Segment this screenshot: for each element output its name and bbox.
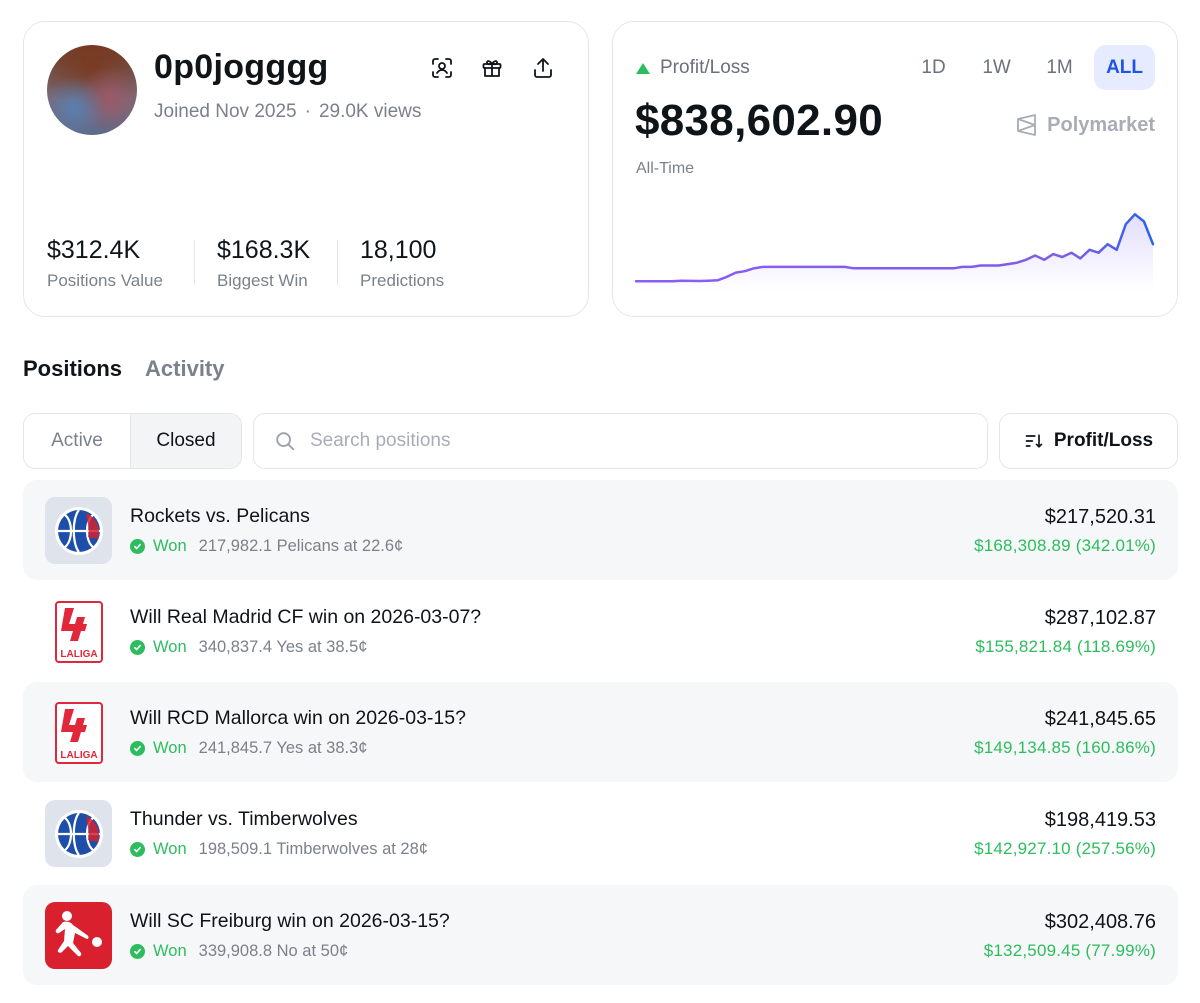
status-filter: Active Closed bbox=[23, 413, 242, 469]
position-profit: $142,927.10 (257.56%) bbox=[974, 839, 1156, 858]
stat-value: 18,100 bbox=[360, 236, 437, 264]
position-meta: Won 340,837.4 Yes at 38.5¢ bbox=[130, 638, 367, 657]
sort-icon bbox=[1025, 434, 1043, 448]
pnl-header: Profit/Loss bbox=[636, 57, 750, 79]
stat-label: Biggest Win bbox=[217, 271, 308, 290]
filter-closed[interactable]: Closed bbox=[130, 414, 241, 468]
range-1m[interactable]: 1M bbox=[1046, 56, 1073, 78]
sort-label: Profit/Loss bbox=[1053, 430, 1154, 451]
position-detail: 339,908.8 No at 50¢ bbox=[198, 942, 349, 960]
position-row[interactable]: Thunder vs. Timberwolves Won 198,509.1 T… bbox=[23, 783, 1178, 883]
search-input[interactable] bbox=[310, 430, 950, 452]
position-detail: 217,982.1 Pelicans at 22.6¢ bbox=[198, 537, 404, 555]
face-scan-icon[interactable] bbox=[428, 54, 456, 82]
status-badge: Won bbox=[153, 942, 187, 960]
check-circle-icon bbox=[130, 842, 145, 857]
avatar[interactable] bbox=[47, 45, 137, 135]
search-box bbox=[253, 413, 988, 469]
stat-predictions: 18,100 Predictions bbox=[360, 236, 444, 291]
status-badge: Won bbox=[153, 638, 187, 656]
range-1w[interactable]: 1W bbox=[982, 56, 1011, 78]
view-count: 29.0K views bbox=[318, 101, 422, 122]
position-profit: $168,308.89 (342.01%) bbox=[974, 536, 1156, 555]
profile-meta: Joined Nov 2025 · 29.0K views bbox=[154, 101, 421, 123]
range-all[interactable]: ALL bbox=[1094, 45, 1155, 90]
position-meta: Won 198,509.1 Timberwolves at 28¢ bbox=[130, 840, 428, 859]
pnl-period: All-Time bbox=[636, 160, 695, 177]
position-title: Will Real Madrid CF win on 2026-03-07? bbox=[130, 606, 482, 628]
position-meta: Won 241,845.7 Yes at 38.3¢ bbox=[130, 739, 367, 758]
gift-icon[interactable] bbox=[478, 54, 506, 82]
position-detail: 241,845.7 Yes at 38.3¢ bbox=[198, 739, 368, 757]
stat-divider bbox=[194, 240, 195, 285]
check-circle-icon bbox=[130, 944, 145, 959]
status-badge: Won bbox=[153, 739, 187, 757]
pnl-label: Profit/Loss bbox=[660, 57, 750, 78]
pnl-card: Profit/Loss 1D 1W 1M ALL $838,602.90 Pol… bbox=[612, 21, 1178, 317]
position-value: $302,408.76 bbox=[1044, 911, 1156, 933]
position-title: Rockets vs. Pelicans bbox=[130, 505, 310, 527]
triangle-up-icon bbox=[636, 62, 650, 74]
check-circle-icon bbox=[130, 539, 145, 554]
stat-positions-value: $312.4K Positions Value bbox=[47, 236, 163, 291]
search-icon bbox=[276, 432, 295, 451]
stat-label: Positions Value bbox=[47, 271, 163, 290]
position-value: $241,845.65 bbox=[1044, 708, 1156, 730]
stat-biggest-win: $168.3K Biggest Win bbox=[217, 236, 310, 291]
stat-divider bbox=[337, 240, 338, 285]
meta-separator: · bbox=[304, 101, 311, 122]
position-detail: 340,837.4 Yes at 38.5¢ bbox=[198, 638, 368, 656]
bundesliga-logo bbox=[45, 902, 112, 969]
range-selector: 1D 1W 1M ALL bbox=[905, 45, 1155, 90]
position-row[interactable]: LALIGA Will Real Madrid CF win on 2026-0… bbox=[23, 581, 1178, 681]
position-profit: $149,134.85 (160.86%) bbox=[974, 738, 1156, 757]
position-profit: $155,821.84 (118.69%) bbox=[975, 637, 1156, 656]
laliga-logo: LALIGA bbox=[45, 699, 112, 766]
position-value: $217,520.31 bbox=[1044, 506, 1156, 528]
check-circle-icon bbox=[130, 741, 145, 756]
username: 0p0jogggg bbox=[154, 48, 329, 86]
position-row[interactable]: LALIGA Will RCD Mallorca win on 2026-03-… bbox=[23, 682, 1178, 782]
tab-activity[interactable]: Activity bbox=[145, 356, 225, 381]
profile-card: 0p0jogggg Joined Nov 2025 · 29.0K views $3… bbox=[23, 21, 589, 317]
range-1d[interactable]: 1D bbox=[921, 56, 946, 78]
sort-button[interactable]: Profit/Loss bbox=[999, 413, 1178, 469]
polymarket-brand: Polymarket bbox=[1015, 113, 1155, 137]
position-meta: Won 217,982.1 Pelicans at 22.6¢ bbox=[130, 537, 403, 556]
position-profit: $132,509.45 (77.99%) bbox=[983, 941, 1156, 960]
share-icon[interactable] bbox=[529, 54, 557, 82]
position-row[interactable]: Rockets vs. Pelicans Won 217,982.1 Pelic… bbox=[23, 480, 1178, 580]
position-row[interactable]: Will SC Freiburg win on 2026-03-15? Won … bbox=[23, 885, 1178, 985]
joined-date: Joined Nov 2025 bbox=[154, 101, 297, 122]
position-value: $287,102.87 bbox=[1044, 607, 1156, 629]
tab-bar: Positions Activity bbox=[23, 356, 225, 382]
stat-value: $168.3K bbox=[217, 236, 311, 264]
brand-name: Polymarket bbox=[1047, 113, 1155, 136]
check-circle-icon bbox=[130, 640, 145, 655]
polymarket-logo-icon bbox=[1017, 114, 1037, 136]
nba-basketball-icon bbox=[45, 497, 112, 564]
nba-basketball-icon bbox=[45, 800, 112, 867]
pnl-chart bbox=[635, 213, 1155, 292]
stat-value: $312.4K bbox=[47, 236, 141, 264]
laliga-wordmark: LALIGA bbox=[60, 649, 97, 660]
position-title: Thunder vs. Timberwolves bbox=[130, 808, 358, 830]
position-value: $198,419.53 bbox=[1044, 809, 1156, 831]
position-meta: Won 339,908.8 No at 50¢ bbox=[130, 942, 348, 961]
tab-positions[interactable]: Positions bbox=[23, 356, 123, 381]
filter-active[interactable]: Active bbox=[51, 430, 103, 451]
position-title: Will SC Freiburg win on 2026-03-15? bbox=[130, 910, 450, 932]
laliga-logo: LALIGA bbox=[45, 598, 112, 665]
position-detail: 198,509.1 Timberwolves at 28¢ bbox=[198, 840, 428, 858]
pnl-value: $838,602.90 bbox=[635, 96, 883, 145]
laliga-wordmark: LALIGA bbox=[60, 750, 97, 761]
stat-label: Predictions bbox=[360, 271, 445, 290]
chart-area bbox=[636, 214, 1153, 292]
position-title: Will RCD Mallorca win on 2026-03-15? bbox=[130, 707, 466, 729]
status-badge: Won bbox=[153, 537, 187, 555]
chart-series-line bbox=[635, 213, 1155, 283]
status-badge: Won bbox=[153, 840, 187, 858]
